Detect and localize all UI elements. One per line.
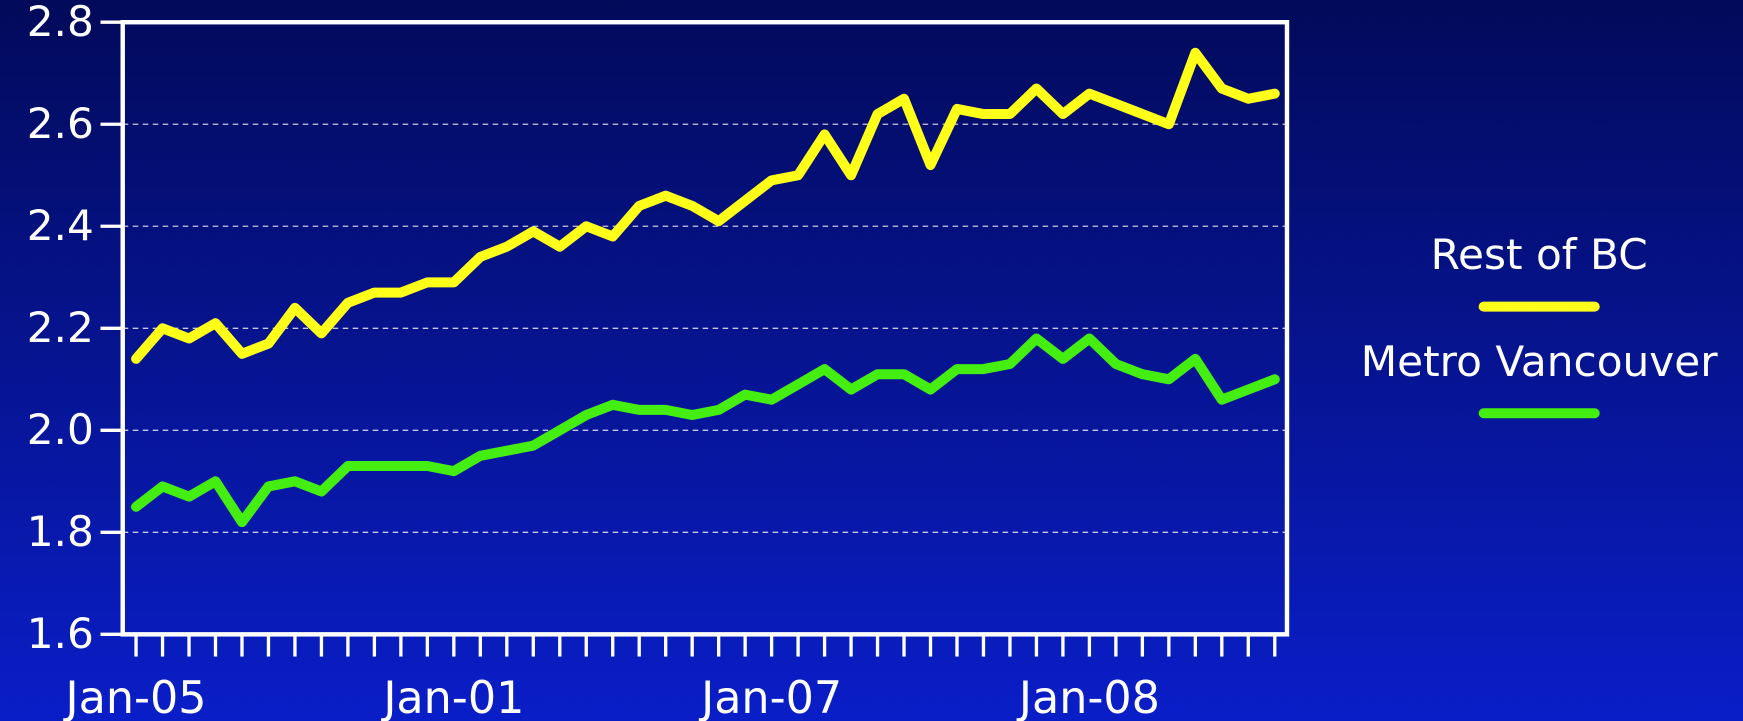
x-tick-label: Jan-01 <box>380 673 524 721</box>
y-tick-label: 2.2 <box>27 303 94 352</box>
y-tick-label: 2.0 <box>27 405 94 454</box>
x-tick-label: Jan-08 <box>1016 673 1160 721</box>
y-tick-label: 2.4 <box>27 201 94 250</box>
line-series <box>131 333 1280 528</box>
x-tick-label: Jan-05 <box>63 673 207 721</box>
legend-label: Metro Vancouver <box>1361 337 1718 386</box>
y-tick-label: 2.6 <box>27 99 94 148</box>
y-tick-label: 1.8 <box>27 507 94 556</box>
y-tick-label: 1.6 <box>27 609 94 658</box>
x-tick-label: Jan-07 <box>698 673 842 721</box>
line-series <box>131 47 1280 364</box>
legend-label: Rest of BC <box>1431 230 1648 279</box>
y-tick-label: 2.8 <box>27 0 94 46</box>
plot-frame <box>120 19 1290 637</box>
